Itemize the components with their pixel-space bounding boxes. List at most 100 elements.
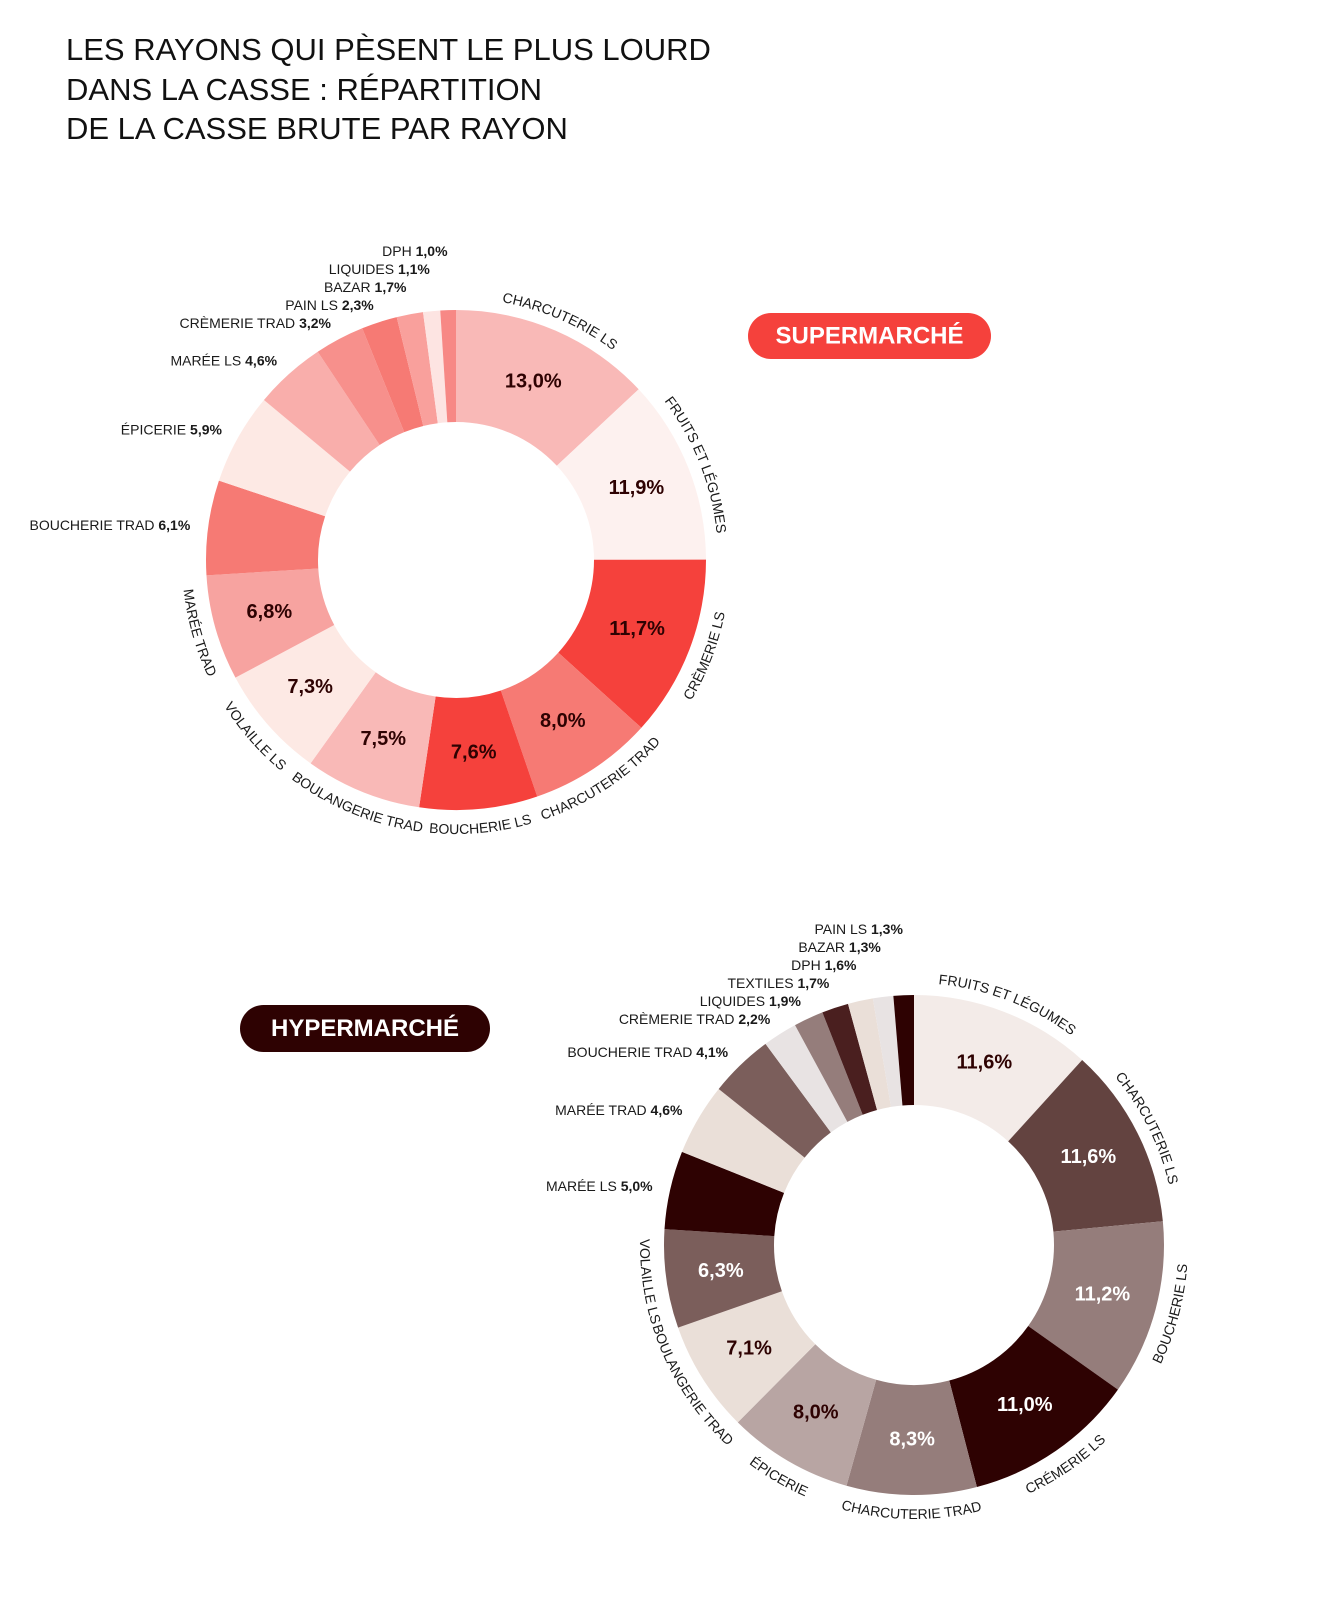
slice (664, 1229, 782, 1328)
slice (949, 1325, 1118, 1487)
value-label: 1,7% (797, 975, 829, 991)
slice-name: MARÉE LS (170, 352, 241, 368)
slice (846, 1379, 977, 1495)
slice-name: PAIN LS (285, 297, 338, 313)
value-label: 1,0% (416, 243, 448, 259)
slice (556, 389, 706, 560)
slice (558, 559, 706, 728)
value-label: 1,3% (849, 939, 881, 955)
slice-name: DPH (791, 957, 821, 973)
slice (678, 1291, 816, 1423)
slice-name-text: CHARCUTERIE TRAD (840, 1496, 983, 1522)
slice-name: MARÉE TRAD (555, 1102, 647, 1118)
slice-label: LIQUIDES 1,9% (700, 993, 802, 1009)
slice (235, 624, 376, 764)
value-label: 2,2% (738, 1011, 770, 1027)
slice (848, 998, 891, 1110)
value-label: 5,0% (621, 1178, 653, 1194)
value-label: 3,2% (299, 315, 331, 331)
slice-label: LIQUIDES 1,1% (329, 261, 431, 277)
value-label: 6,8% (247, 601, 293, 623)
value-label: 7,3% (287, 676, 333, 698)
slice-name: BAZAR (324, 279, 371, 295)
slice-label: BOUCHERIE TRAD 4,1% (567, 1044, 728, 1060)
slice-label: PAIN LS 2,3% (285, 297, 374, 313)
slice-name: CRÈMERIE TRAD (180, 315, 296, 331)
slice-name: TEXTILES (727, 975, 793, 991)
value-label: 8,3% (889, 1428, 935, 1450)
value-label: 6,3% (698, 1260, 744, 1282)
slice (396, 312, 438, 426)
slice (664, 1151, 785, 1237)
value-label: 11,2% (1075, 1284, 1131, 1306)
slice (681, 1088, 805, 1193)
slice (765, 1025, 848, 1133)
slice-name: BAZAR (798, 939, 845, 955)
slice-name: DPH (382, 243, 412, 259)
value-label: 4,6% (651, 1102, 683, 1118)
slice (718, 1043, 831, 1158)
value-label: 7,6% (451, 741, 497, 763)
slice-label: ÉPICERIE 5,9% (121, 421, 223, 437)
slice (914, 995, 1083, 1142)
slice-label: MARÉE TRAD 4,6% (555, 1102, 683, 1118)
value-label: 1,7% (375, 279, 407, 295)
slice (310, 672, 436, 808)
chart-badge: HYPERMARCHÉ (240, 1005, 490, 1052)
page-title-line: LES RAYONS QUI PÈSENT LE PLUS LOURD (66, 32, 711, 67)
value-label: 11,6% (957, 1051, 1013, 1073)
slice (1008, 1059, 1163, 1232)
page-title-line: DANS LA CASSE : RÉPARTITION (66, 72, 542, 107)
slice-name: ÉPICERIE (121, 421, 186, 437)
slice (893, 995, 914, 1106)
slice (205, 480, 326, 576)
slice-name-text: VOLAILLE LS (637, 1239, 664, 1326)
slice (206, 568, 335, 678)
slice-name: BOUCHERIE LS (429, 811, 533, 837)
chart-badge: SUPERMARCHÉ (748, 313, 991, 359)
slice (456, 310, 639, 466)
slice (795, 1012, 863, 1122)
chart-title: HYPERMARCHÉ (271, 1014, 459, 1042)
slice (500, 652, 642, 797)
chart-title: SUPERMARCHÉ (775, 321, 963, 349)
value-label: 4,1% (696, 1044, 728, 1060)
value-label: 7,5% (360, 728, 406, 750)
value-label: 11,0% (997, 1394, 1053, 1416)
slice-label: DPH 1,0% (382, 243, 448, 259)
slice-label: CRÈMERIE TRAD 2,2% (619, 1011, 771, 1027)
slice-label: BAZAR 1,7% (324, 279, 407, 295)
badge-box (240, 1005, 490, 1052)
value-label: 4,6% (245, 352, 277, 368)
slice (317, 328, 405, 446)
slice-label: TEXTILES 1,7% (727, 975, 829, 991)
slice (218, 399, 350, 517)
slice (362, 317, 424, 433)
slice-label: MARÉE LS 5,0% (546, 1178, 653, 1194)
value-label: 11,7% (609, 618, 665, 640)
page-title-line: DE LA CASSE BRUTE PAR RAYON (66, 111, 568, 146)
value-label: 13,0% (505, 370, 562, 392)
slice-name: BOUCHERIE TRAD (567, 1044, 692, 1060)
slice-name: CHARCUTERIE TRAD (840, 1496, 983, 1522)
slice-name: LIQUIDES (700, 993, 765, 1009)
slice-label: DPH 1,6% (791, 957, 857, 973)
value-label: 11,6% (1061, 1146, 1117, 1168)
value-label: 1,6% (825, 957, 857, 973)
slice-label: CRÈMERIE TRAD 3,2% (180, 315, 332, 331)
value-label: 1,3% (871, 921, 903, 937)
slice-label: PAIN LS 1,3% (814, 921, 903, 937)
slice-name: MARÉE LS (546, 1178, 617, 1194)
slice (737, 1344, 877, 1486)
slice-name: CRÈMERIE TRAD (619, 1011, 735, 1027)
slice (440, 310, 456, 423)
value-label: 1,9% (769, 993, 801, 1009)
value-label: 11,9% (609, 477, 665, 499)
value-label: 6,1% (158, 517, 190, 533)
slice-name: BOUCHERIE TRAD (29, 517, 154, 533)
slice-name-text: BOUCHERIE LS (429, 811, 533, 837)
value-label: 1,1% (398, 261, 430, 277)
slice-name: VOLAILLE LS (637, 1239, 664, 1326)
value-label: 2,3% (342, 297, 374, 313)
